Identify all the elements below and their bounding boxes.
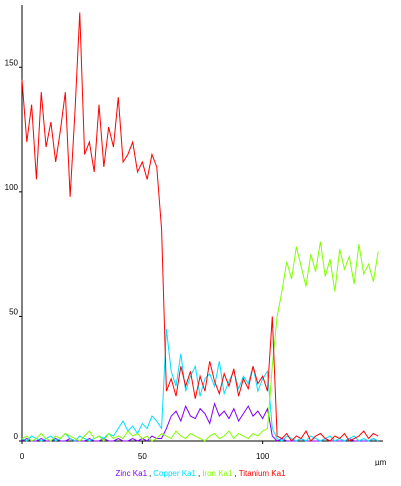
series-line — [21, 328, 379, 442]
series-line — [21, 241, 379, 442]
y-tick-label: 150 — [5, 58, 19, 67]
x-tick-label: 50 — [138, 452, 147, 461]
series-line — [21, 12, 379, 442]
legend-entry: Copper Ka1 — [153, 469, 196, 478]
legend-entry: Titanium Ka1 — [238, 469, 286, 478]
legend-entry: Zinc Ka1 — [115, 469, 148, 478]
y-tick-label: 100 — [5, 183, 19, 192]
x-tick-label: 0 — [20, 452, 25, 461]
legend-separator: , — [149, 469, 152, 478]
legend-entry: Iron Ka1 — [202, 469, 233, 478]
legend-separator: , — [234, 469, 237, 478]
chart: µm 0 50 100 150 0 50 100 — [5, 5, 387, 466]
y-tick-label: 0 — [14, 432, 19, 441]
y-tick-label: 50 — [9, 307, 18, 316]
x-axis-label: µm — [375, 458, 387, 466]
legend: Zinc Ka1, Copper Ka1, Iron Ka1, Titanium Ka… — [0, 469, 401, 478]
x-tick-label: 100 — [256, 452, 270, 461]
legend-separator: , — [197, 469, 201, 478]
series-line — [21, 401, 379, 442]
